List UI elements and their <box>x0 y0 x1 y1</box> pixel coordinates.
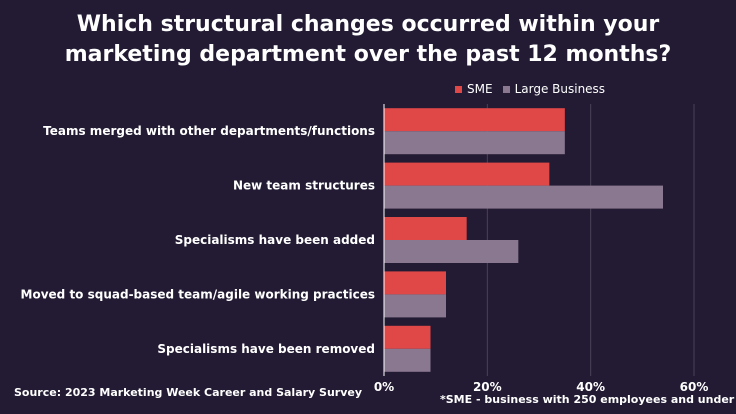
category-label-0: Teams merged with other departments/func… <box>43 124 375 138</box>
bar-large-business-0 <box>384 131 565 155</box>
legend-swatch-sme <box>455 85 462 93</box>
x-tick-label-2: 40% <box>576 380 605 394</box>
category-label-3: Moved to squad-based team/agile working … <box>21 287 375 301</box>
bar-sme-3 <box>384 271 446 295</box>
legend-item-large-business: Large Business <box>502 82 606 96</box>
source-note: Source: 2023 Marketing Week Career and S… <box>14 386 363 399</box>
x-tick-label-3: 60% <box>680 380 709 394</box>
bar-sme-4 <box>384 325 431 349</box>
legend-item-sme: SME <box>455 82 493 96</box>
bar-sme-1 <box>384 162 550 186</box>
bar-sme-0 <box>384 108 565 132</box>
bar-large-business-3 <box>384 294 446 318</box>
legend-label-large-business: Large Business <box>514 82 606 96</box>
chart-title-line-2: marketing department over the past 12 mo… <box>64 42 672 67</box>
footnote: *SME - business with 250 employees and u… <box>440 393 735 406</box>
legend-label-sme: SME <box>467 82 493 96</box>
bar-large-business-1 <box>384 185 663 209</box>
bar-large-business-4 <box>384 348 431 372</box>
category-label-2: Specialisms have been added <box>175 233 375 247</box>
bar-large-business-2 <box>384 240 519 263</box>
category-label-1: New team structures <box>233 179 375 193</box>
legend-swatch-large-business <box>502 85 510 93</box>
category-label-4: Specialisms have been removed <box>157 342 375 356</box>
chart-title-line-1: Which structural changes occurred within… <box>76 12 660 37</box>
x-tick-label-1: 20% <box>473 380 502 394</box>
bar-sme-2 <box>384 217 467 240</box>
chart-title: Which structural changes occurred within… <box>0 10 736 70</box>
x-tick-label-0: 0% <box>374 380 394 394</box>
legend: SME Large Business <box>455 82 605 96</box>
